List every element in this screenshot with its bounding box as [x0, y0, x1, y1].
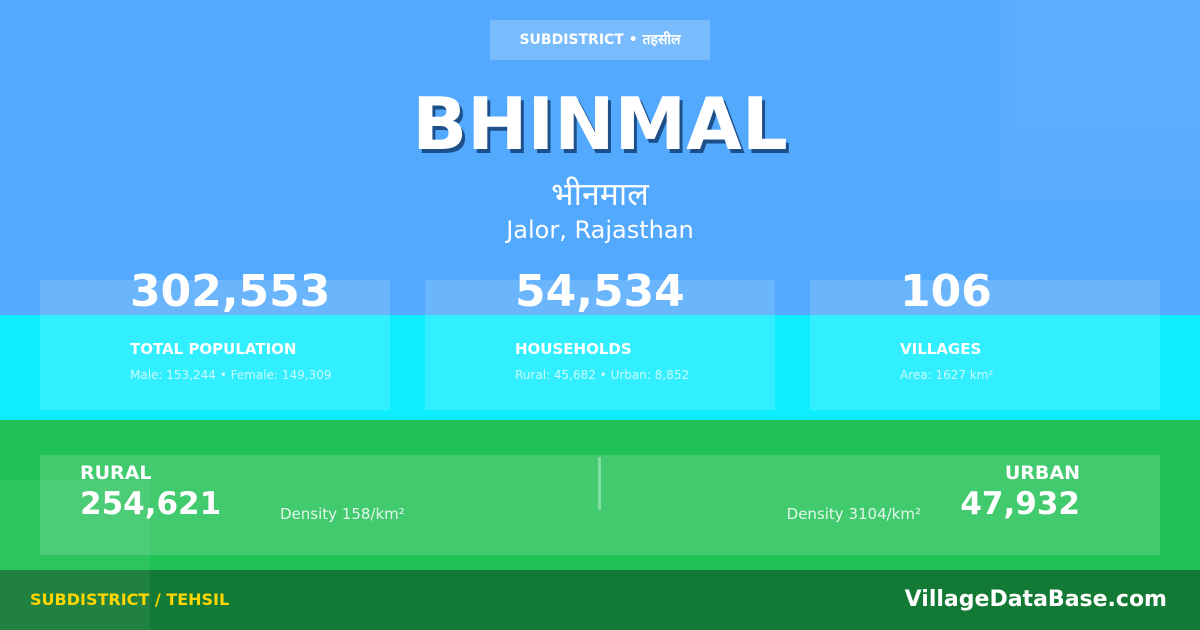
stat-label: VILLAGES	[900, 340, 982, 358]
stat-card	[40, 280, 390, 410]
stat-detail: Rural: 45,682 • Urban: 8,852	[515, 368, 690, 382]
rural-label: RURAL	[80, 462, 152, 484]
footer-band	[0, 570, 1200, 630]
decor	[0, 480, 150, 630]
decor	[1000, 0, 1200, 200]
stat-value: 54,534	[515, 266, 685, 317]
badge: SUBDISTRICT • तहसील	[490, 20, 710, 60]
stat-label: TOTAL POPULATION	[130, 340, 297, 358]
title-hindi: भीनमाल	[551, 175, 649, 213]
stat-label: HOUSEHOLDS	[515, 340, 632, 358]
stat-card	[425, 280, 775, 410]
urban-value: 47,932	[960, 486, 1080, 522]
top-band	[0, 0, 1200, 315]
stat-card	[810, 280, 1160, 410]
mid-band	[0, 315, 1200, 420]
split-panel	[40, 455, 1160, 555]
title: BHINMAL	[412, 82, 788, 166]
urban-density: Density 3104/km²	[786, 505, 921, 523]
stat-value: 106	[900, 266, 992, 317]
stat-value: 302,553	[130, 266, 331, 317]
footer-category: SUBDISTRICT / TEHSIL	[30, 590, 230, 609]
stat-detail: Area: 1627 km²	[900, 368, 994, 382]
divider	[598, 457, 601, 510]
location: Jalor, Rajasthan	[506, 216, 694, 244]
rural-density: Density 158/km²	[280, 505, 405, 523]
rural-value: 254,621	[80, 486, 222, 522]
lower-band	[0, 420, 1200, 570]
stat-detail: Male: 153,244 • Female: 149,309	[130, 368, 332, 382]
footer-site: VillageDataBase.com	[904, 587, 1167, 612]
urban-label: URBAN	[1004, 462, 1080, 484]
